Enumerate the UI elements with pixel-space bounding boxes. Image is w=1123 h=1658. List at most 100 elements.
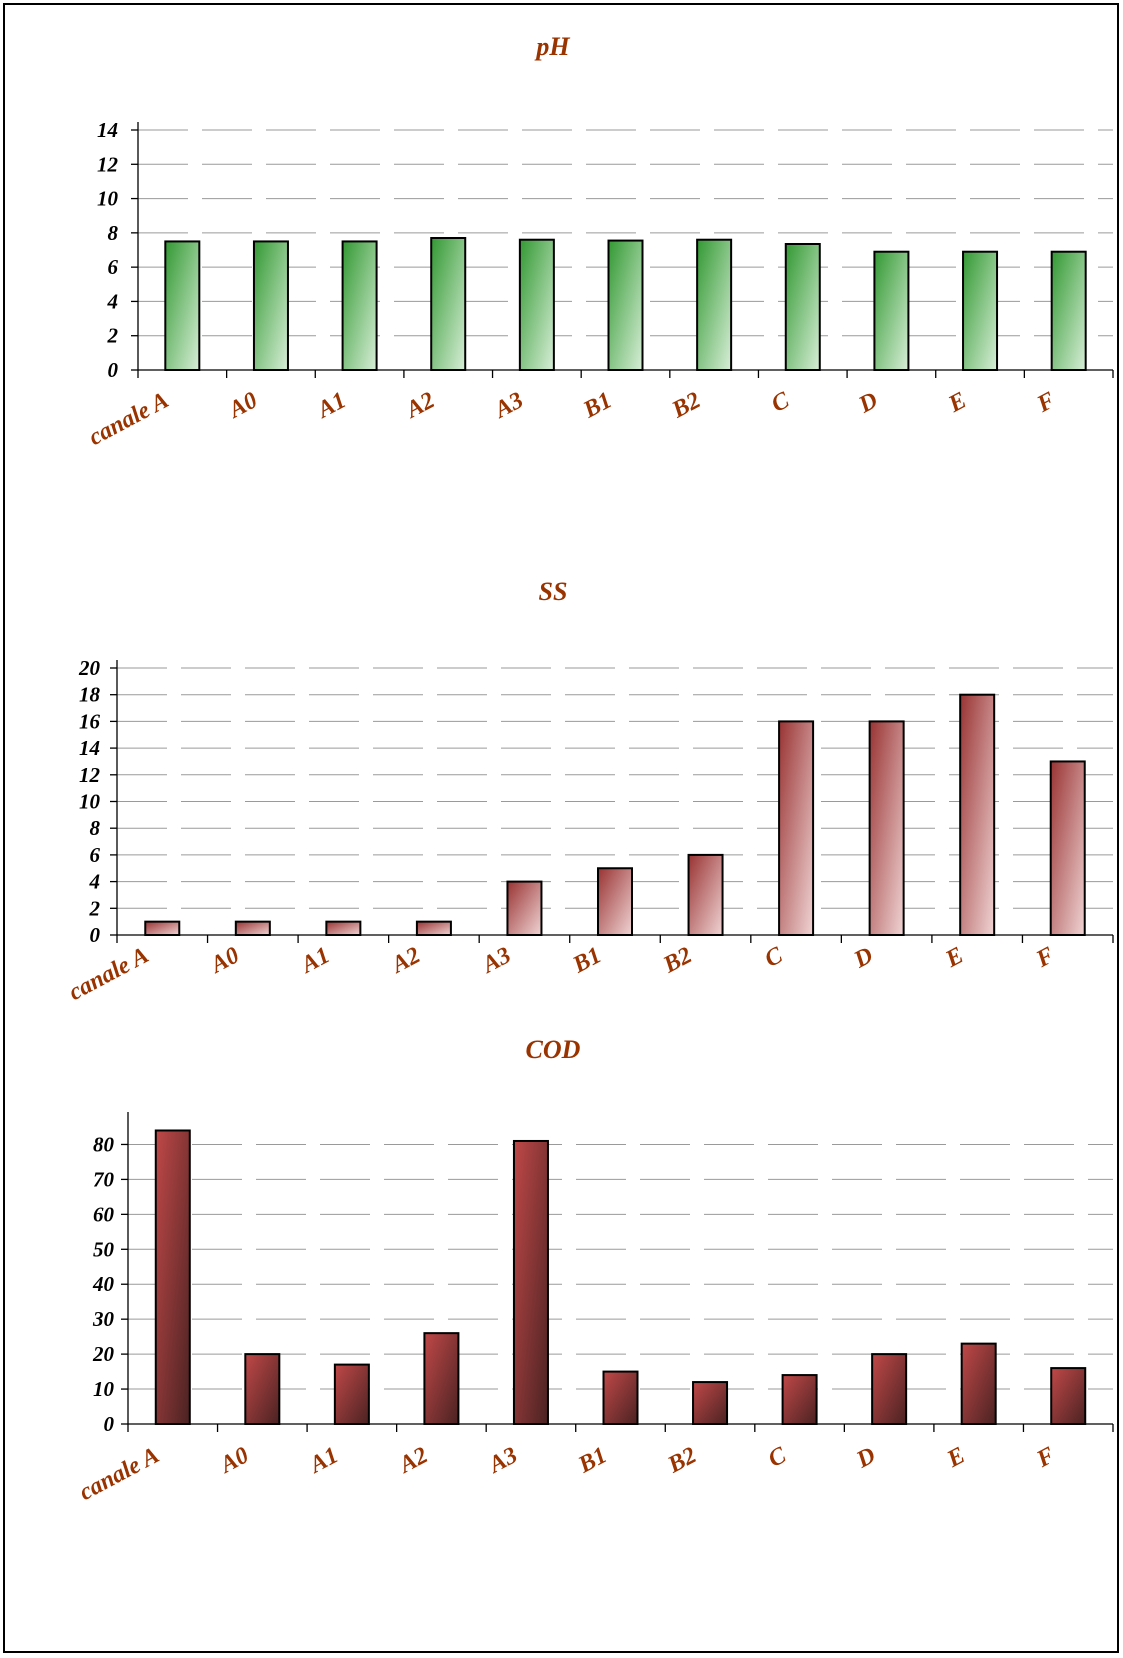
x-category-label: A3 [477,942,516,979]
bar-c [784,243,821,371]
y-tick-label: 12 [97,152,119,176]
x-category-label: A0 [214,1442,253,1479]
bar-b1 [602,1370,639,1426]
y-tick-label: 60 [93,1202,115,1226]
y-tick-label: 4 [107,289,119,313]
x-category-label: B2 [659,942,697,979]
bar-a1 [333,1363,370,1425]
bar-d [871,1353,908,1425]
x-category-label: E [942,1442,969,1473]
ph-chart: pH 0 2 4 6 8 10 12 14 canale A A0 A1 A2 A3 B1 B2 C D E F [85,32,1114,451]
bar-b2 [696,238,733,371]
y-tick-label: 2 [89,896,101,920]
y-tick-label: 10 [79,790,101,814]
bar-d [868,720,905,936]
x-category-label: B1 [573,1442,611,1479]
y-tick-label: 14 [79,736,100,760]
x-category-label: C [767,387,794,418]
y-tick-label: 0 [90,923,101,947]
bar-a2 [415,920,452,936]
x-category-label: A3 [489,387,528,424]
y-tick-label: 70 [93,1167,115,1191]
y-tick-label: 6 [90,843,101,867]
bar-b1 [597,867,633,936]
bar-f [1050,250,1087,371]
y-tick-label: 20 [92,1342,115,1366]
x-category-label: A2 [386,942,425,979]
x-category-label: A1 [295,942,334,979]
bar-b2 [687,853,724,936]
x-category-label: C [761,942,788,973]
y-tick-label: 2 [107,324,119,348]
x-category-label: B1 [568,942,606,979]
x-category-label: A0 [205,942,244,979]
y-tick-label: 20 [78,656,101,680]
page-frame [3,3,1119,1653]
bar-a1 [341,240,378,371]
y-tick-label: 10 [93,1377,115,1401]
x-category-label: E [941,942,968,973]
bar-e [959,693,996,936]
bar-a3 [512,1139,549,1425]
x-category-label: A0 [223,387,262,424]
bar-canale-a [154,1129,191,1425]
bar-f [1049,760,1086,936]
x-category-label: B2 [663,1442,701,1479]
x-category-label: D [849,942,877,974]
bar-a2 [430,237,467,371]
bar-canale-a [164,240,201,371]
x-category-label: F [1032,387,1059,418]
bar-e [962,250,999,371]
x-category-label: F [1031,942,1058,973]
y-tick-label: 16 [79,709,101,733]
y-tick-label: 6 [108,255,119,279]
x-category-label: B2 [667,387,705,424]
y-tick-label: 18 [79,683,101,707]
chart-title: pH [534,32,570,61]
x-category-label: A2 [394,1442,433,1479]
bar-e [960,1342,997,1425]
y-tick-label: 8 [108,221,119,245]
x-category-label: C [764,1442,791,1473]
y-tick-label: 30 [92,1307,115,1331]
x-category-label: canale A [65,942,154,1006]
bar-a2 [423,1332,460,1425]
y-tick-label: 4 [89,870,101,894]
x-category-label: canale A [85,387,174,451]
y-tick-label: 8 [90,816,101,840]
y-tick-label: 40 [92,1272,115,1296]
bar-f [1050,1367,1087,1425]
x-category-label: B1 [578,387,616,424]
y-tick-label: 0 [108,358,119,382]
x-category-label: A1 [312,387,351,424]
bar-c [778,720,815,936]
bar-canale-a [144,920,181,936]
x-category-label: D [854,387,882,419]
bar-c [781,1374,818,1426]
bar-a0 [244,1353,281,1425]
bar-b1 [607,239,644,371]
y-tick-label: 0 [104,1412,115,1436]
x-category-label: E [944,387,971,418]
bar-b2 [692,1381,729,1426]
x-category-label: D [852,1442,880,1474]
y-tick-label: 14 [97,118,118,142]
bar-a1 [325,920,362,936]
chart-title: COD [526,1035,581,1064]
bar-a0 [252,240,289,371]
x-category-label: F [1032,1442,1059,1473]
bar-a3 [506,880,543,937]
x-category-label: A1 [304,1442,343,1479]
y-tick-label: 50 [93,1237,115,1261]
bar-d [873,250,910,371]
x-category-label: A2 [400,387,439,424]
x-category-label: canale A [75,1442,164,1506]
y-tick-label: 12 [79,763,101,787]
cod-chart: COD 0 10 20 30 40 50 60 70 80 canale A A0 A1 A2 A3 B1 B2… [75,1035,1114,1506]
bar-a3 [518,238,555,371]
bar-a0 [234,920,271,936]
y-tick-label: 80 [93,1132,115,1156]
y-tick-label: 10 [97,187,119,211]
chart-title: SS [539,577,568,606]
